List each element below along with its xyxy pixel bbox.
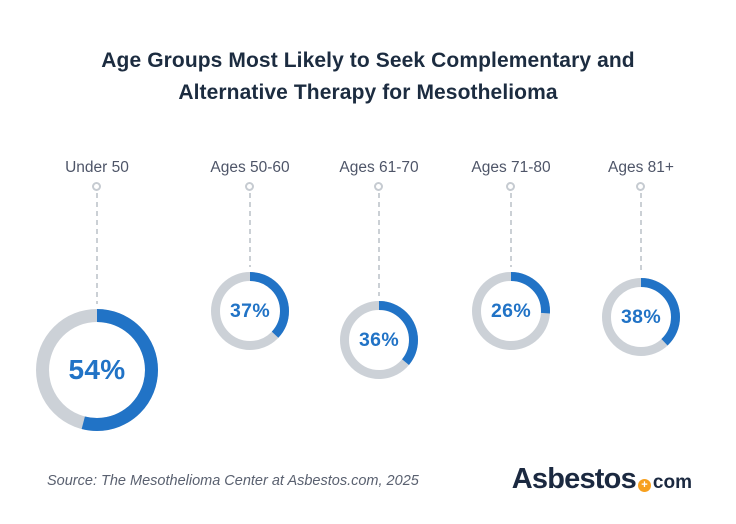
donut-chart <box>36 309 158 431</box>
connector-dot <box>506 182 515 191</box>
connector-line <box>96 193 98 304</box>
donut-value: 38% <box>621 305 661 328</box>
connector-dot <box>245 182 254 191</box>
connector-dot <box>374 182 383 191</box>
connector-line <box>249 193 251 267</box>
donut-chart <box>602 278 680 356</box>
age-group-label: Ages 71-80 <box>471 159 551 176</box>
donut-arc <box>472 272 550 350</box>
donut-value: 36% <box>359 328 399 351</box>
connector-dot <box>92 182 101 191</box>
logo-brand-text: Asbestos <box>511 463 637 495</box>
donut-chart <box>340 301 418 379</box>
age-group-label: Under 50 <box>65 159 129 176</box>
age-group-label: Ages 50-60 <box>210 159 290 176</box>
donut-chart <box>211 272 289 350</box>
donut-arc <box>602 278 680 356</box>
connector-line <box>510 193 512 267</box>
plus-badge-icon: + <box>637 479 651 492</box>
donut-arc <box>211 272 289 350</box>
donut-value: 54% <box>68 354 126 385</box>
source-attribution: Source: The Mesothelioma Center at Asbes… <box>47 473 419 489</box>
connector-line <box>640 193 642 273</box>
age-group-label: Ages 61-70 <box>339 159 419 176</box>
age-group-label: Ages 81+ <box>608 159 674 176</box>
donut-arc <box>36 309 158 431</box>
logo-tld-text: com <box>652 472 692 493</box>
donut-chart <box>472 272 550 350</box>
connector-dot <box>636 182 645 191</box>
donut-arc <box>340 301 418 379</box>
connector-line <box>378 193 380 296</box>
donut-value: 26% <box>491 299 531 322</box>
asbestos-logo: Asbestos + com <box>512 463 692 496</box>
donut-value: 37% <box>230 299 270 322</box>
chart-title: Age Groups Most Likely to Seek Complemen… <box>101 49 635 104</box>
